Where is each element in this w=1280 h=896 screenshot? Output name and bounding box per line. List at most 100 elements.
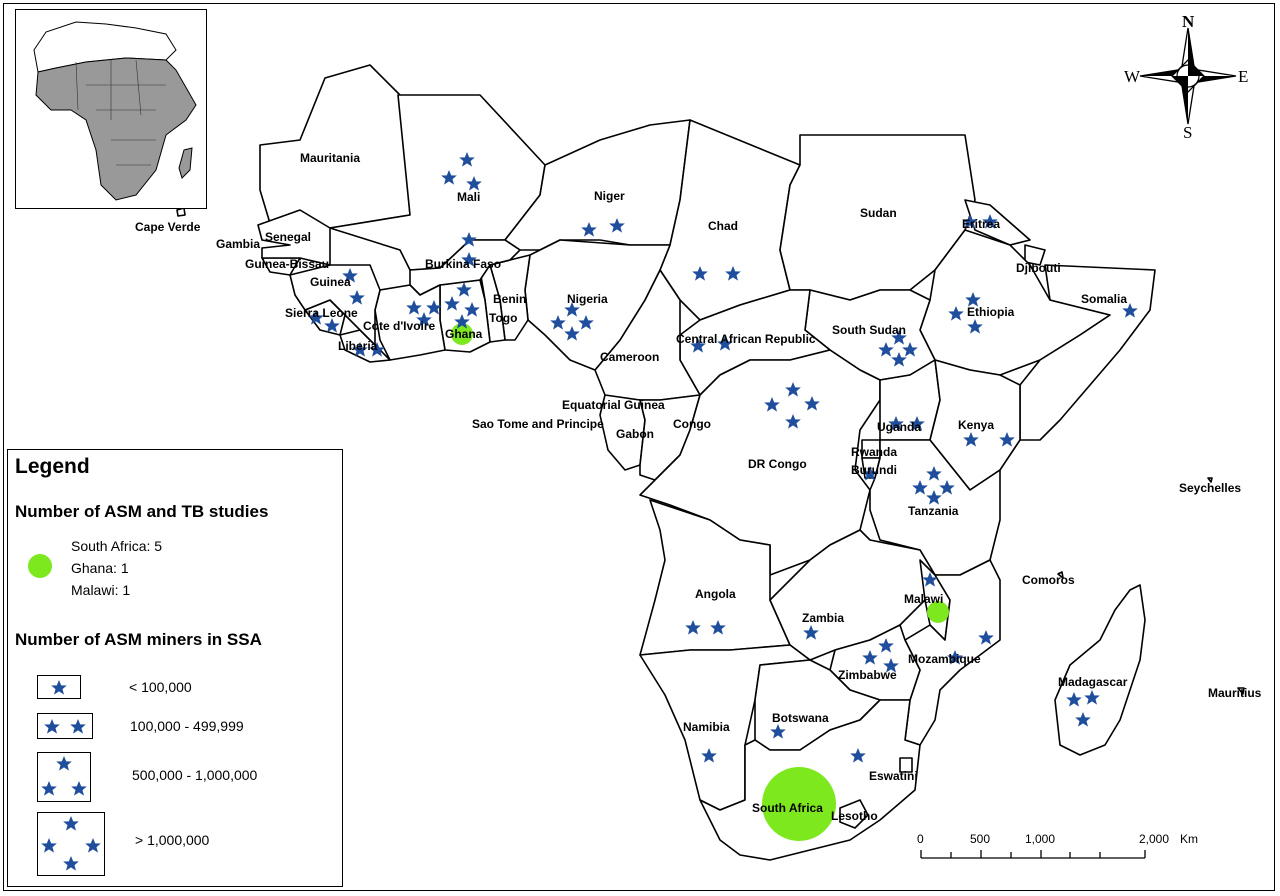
label-uganda: Uganda — [877, 420, 921, 434]
compass-e: E — [1238, 67, 1248, 86]
label-angola: Angola — [695, 587, 736, 601]
label-eritrea: Eritrea — [962, 217, 1000, 231]
label-djibouti: Djibouti — [1016, 261, 1061, 275]
compass-n: N — [1182, 12, 1195, 31]
country-eswatini — [899, 757, 913, 773]
label-madagascar: Madagascar — [1058, 675, 1128, 689]
label-burundi: Burundi — [851, 463, 897, 477]
label-sierra-leone: Sierra Leone — [285, 306, 358, 320]
legend-class-3-label: 500,000 - 1,000,000 — [132, 767, 258, 783]
label-malawi: Malawi — [904, 592, 943, 606]
legend-class-1-symbol — [37, 675, 81, 699]
legend-class-4-label: > 1,000,000 — [135, 832, 210, 848]
label-chad: Chad — [708, 219, 738, 233]
label-lesotho: Lesotho — [831, 809, 878, 823]
label-south-sudan: South Sudan — [832, 323, 906, 337]
legend-miners-heading: Number of ASM miners in SSA — [15, 630, 262, 649]
scale-bar: 0 500 1,000 2,000 Km — [917, 832, 1198, 859]
label-togo: Togo — [489, 311, 517, 325]
label-car: Central African Republic — [676, 332, 816, 346]
country-guinea — [289, 264, 381, 346]
legend-class-4-symbol — [37, 812, 105, 876]
country-madagascar — [1054, 584, 1146, 756]
inset-sub-saharan-africa — [35, 57, 197, 201]
country-senegal — [257, 209, 331, 266]
legend-class-2-label: 100,000 - 499,999 — [130, 718, 244, 734]
label-dr-congo: DR Congo — [748, 457, 807, 471]
country-djibouti — [1024, 244, 1046, 266]
label-mauritania: Mauritania — [300, 151, 360, 165]
country-namibia — [639, 644, 811, 811]
africa-locator-map — [33, 21, 197, 201]
label-seychelles: Seychelles — [1179, 481, 1241, 495]
legend-class-2-symbol — [37, 713, 93, 739]
label-gabon: Gabon — [616, 427, 654, 441]
legend-study-circle — [28, 554, 52, 578]
study-circle-south-africa — [762, 767, 836, 841]
label-congo: Congo — [673, 417, 711, 431]
legend-class-3-symbol — [37, 752, 91, 802]
scale-tick-0: 0 — [917, 832, 924, 846]
label-nigeria: Nigeria — [567, 292, 608, 306]
compass-s: S — [1183, 123, 1192, 140]
label-benin: Benin — [493, 292, 526, 306]
country-lesotho — [839, 799, 869, 829]
country-comoros — [1057, 571, 1064, 579]
legend-study-ghana: Ghana: 1 — [71, 560, 129, 576]
label-south-africa: South Africa — [752, 801, 823, 815]
label-tanzania: Tanzania — [908, 504, 959, 518]
label-ethiopia: Ethiopia — [967, 305, 1015, 319]
label-somalia: Somalia — [1081, 292, 1127, 306]
label-kenya: Kenya — [958, 418, 994, 432]
legend-studies-heading: Number of ASM and TB studies — [15, 502, 269, 521]
label-cameroon: Cameroon — [600, 350, 659, 364]
africa-locator-inset — [15, 9, 207, 209]
scale-tick-500: 500 — [970, 832, 990, 846]
study-circle-malawi — [927, 601, 949, 623]
country-labels: Mauritania Mali Niger Chad Sudan Eritrea… — [135, 151, 1262, 823]
scale-tick-1000: 1,000 — [1025, 832, 1055, 846]
label-burkina-faso: Burkina Faso — [425, 257, 501, 271]
label-rwanda: Rwanda — [851, 445, 897, 459]
label-mozambique: Mozambique — [908, 652, 981, 666]
label-cote-divoire: Cote d'Ivoire — [363, 319, 436, 333]
legend-study-south-africa: South Africa: 5 — [71, 538, 163, 554]
label-mali: Mali — [457, 190, 480, 204]
north-arrow-compass: N S W E — [1124, 12, 1248, 140]
map-frame — [3, 3, 1275, 891]
label-zambia: Zambia — [802, 611, 844, 625]
study-circle-ghana — [451, 323, 473, 345]
legend-class-1-label: < 100,000 — [129, 679, 192, 695]
label-namibia: Namibia — [683, 720, 730, 734]
label-botswana: Botswana — [772, 711, 829, 725]
study-circles — [451, 323, 949, 841]
scale-unit: Km — [1180, 832, 1198, 846]
label-niger: Niger — [594, 189, 625, 203]
label-senegal: Senegal — [265, 230, 311, 244]
inset-madagascar — [178, 147, 193, 179]
label-ghana: Ghana — [445, 327, 483, 341]
legend-panel: Legend Number of ASM and TB studies Sout… — [7, 449, 343, 887]
label-equatorial-guinea: Equatorial Guinea — [562, 398, 665, 412]
label-guinea-bissau: Guinea-Bissau — [245, 257, 329, 271]
country-mauritius — [1237, 687, 1245, 695]
label-sao-tome: Sao Tome and Principe — [472, 417, 604, 431]
country-kenya — [929, 359, 1021, 491]
country-cote-divoire — [374, 284, 446, 361]
compass-w: W — [1124, 67, 1141, 86]
label-cape-verde: Cape Verde — [135, 220, 201, 234]
legend-study-malawi: Malawi: 1 — [71, 582, 131, 598]
scale-tick-2000: 2,000 — [1139, 832, 1169, 846]
label-comoros: Comoros — [1022, 573, 1075, 587]
legend-title: Legend — [15, 455, 90, 478]
label-mauritius: Mauritius — [1208, 686, 1262, 700]
label-zimbabwe: Zimbabwe — [838, 668, 897, 682]
label-liberia: Liberia — [338, 339, 378, 353]
label-eswatini: Eswatini — [869, 769, 918, 783]
country-seychelles — [1207, 477, 1213, 483]
country-nigeria — [524, 239, 671, 371]
label-sudan: Sudan — [860, 206, 897, 220]
label-guinea: Guinea — [310, 275, 351, 289]
label-gambia: Gambia — [216, 237, 260, 251]
